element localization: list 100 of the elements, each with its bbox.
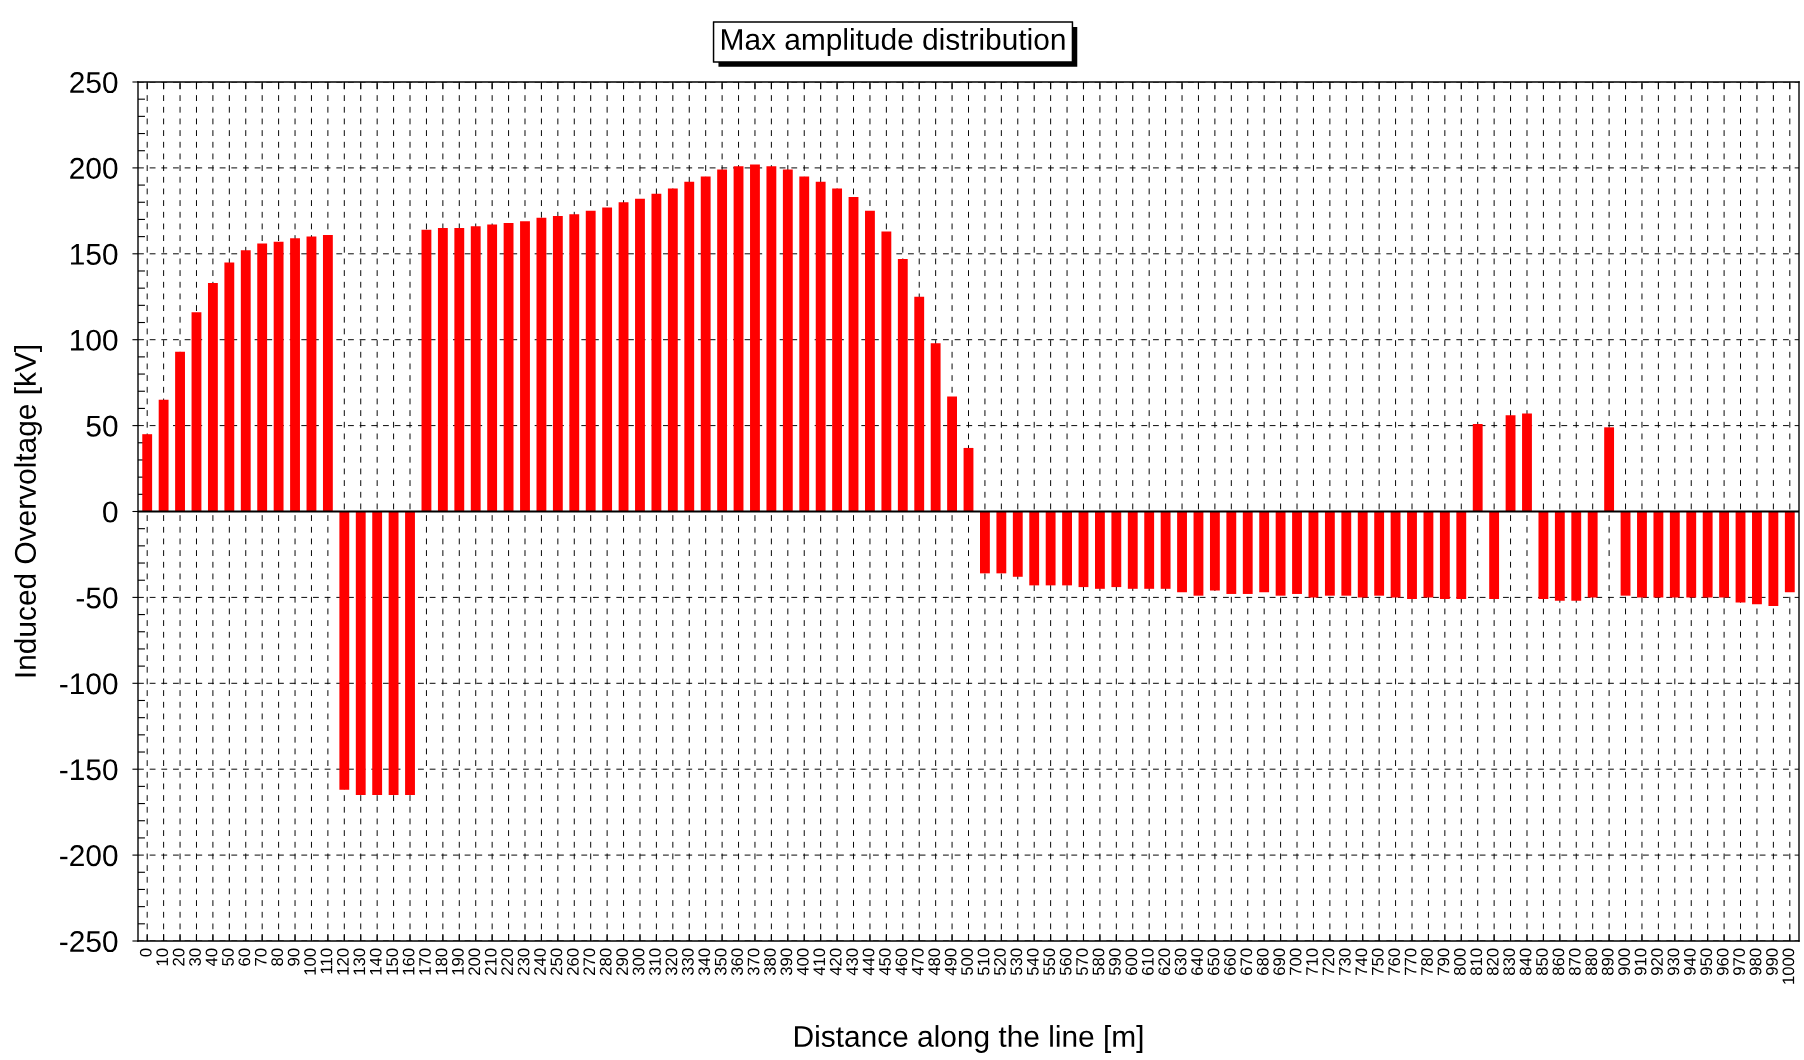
x-tick-label: 830 xyxy=(1503,948,1516,976)
x-tick-label: 330 xyxy=(681,948,694,976)
bar xyxy=(651,193,662,512)
bar xyxy=(1357,511,1368,598)
bar xyxy=(306,236,317,512)
bar xyxy=(487,224,498,512)
x-tick-label: 0 xyxy=(139,948,152,957)
bar xyxy=(454,228,465,512)
x-tick-label: 730 xyxy=(1338,948,1351,975)
x-tick-label: 630 xyxy=(1174,948,1187,975)
x-tick-label: 640 xyxy=(1191,948,1203,975)
x-tick-label: 300 xyxy=(632,948,645,976)
x-tick-label: 550 xyxy=(1043,948,1056,976)
bar xyxy=(1489,511,1500,600)
bar xyxy=(1275,511,1286,596)
x-tick-label: 590 xyxy=(1109,948,1121,976)
bar xyxy=(339,511,350,790)
bar xyxy=(520,221,530,512)
y-tick-label: 0 xyxy=(103,501,118,523)
bar xyxy=(799,176,810,512)
x-tick-label: 670 xyxy=(1240,948,1253,975)
x-tick-label: 680 xyxy=(1256,948,1269,975)
x-tick-label: 610 xyxy=(1141,948,1154,975)
y-tick-label: -150 xyxy=(60,759,118,781)
x-tick-label: 230 xyxy=(517,948,530,975)
bar xyxy=(618,202,629,512)
x-tick-label: 240 xyxy=(534,948,546,975)
bar xyxy=(1012,511,1023,577)
x-tick-label: 400 xyxy=(796,948,809,976)
x-tick-label: 440 xyxy=(862,948,875,976)
bar xyxy=(897,258,908,512)
bar xyxy=(1686,511,1697,598)
bar xyxy=(881,231,892,512)
bar xyxy=(1587,511,1598,598)
x-tick-label: 250 xyxy=(550,948,563,975)
bar xyxy=(1259,511,1270,593)
x-tick-label: 170 xyxy=(419,948,431,975)
bar xyxy=(865,210,875,512)
bar xyxy=(1620,511,1631,596)
x-tick-label: 180 xyxy=(435,948,448,975)
bar xyxy=(142,434,153,512)
x-tick-label: 290 xyxy=(616,948,629,975)
bar xyxy=(1324,511,1335,596)
bar xyxy=(930,343,941,512)
bar xyxy=(766,166,777,512)
y-tick-label: 100 xyxy=(71,329,118,351)
bar xyxy=(684,181,695,512)
x-tick-label: 210 xyxy=(484,948,497,975)
x-tick-label: 40 xyxy=(205,948,218,967)
bar xyxy=(1111,511,1122,588)
bar xyxy=(421,229,432,512)
x-tick-label: 80 xyxy=(271,948,284,966)
x-tick-label: 880 xyxy=(1585,948,1598,976)
x-tick-label: 1000 xyxy=(1782,948,1795,984)
x-tick-label: 580 xyxy=(1092,948,1105,976)
bar xyxy=(355,511,366,795)
x-tick-label: 190 xyxy=(451,948,464,975)
bar xyxy=(388,511,399,795)
bar xyxy=(1669,511,1680,598)
y-tick-label: -100 xyxy=(60,673,118,695)
x-tick-label: 380 xyxy=(764,948,776,976)
x-tick-label: 890 xyxy=(1601,948,1614,976)
bar xyxy=(1308,511,1319,598)
bar xyxy=(503,222,514,512)
x-tick-label: 480 xyxy=(928,948,941,976)
bar xyxy=(914,296,925,512)
bar xyxy=(273,241,284,512)
x-tick-label: 920 xyxy=(1651,948,1663,975)
x-tick-label: 930 xyxy=(1667,948,1680,975)
bar xyxy=(1226,511,1237,594)
x-tick-label: 810 xyxy=(1470,948,1483,976)
bar xyxy=(1094,511,1105,589)
bar xyxy=(1062,511,1072,586)
x-tick-label: 620 xyxy=(1158,948,1171,975)
x-tick-label: 510 xyxy=(977,948,990,976)
bar xyxy=(1604,427,1615,512)
bar xyxy=(1209,511,1220,591)
bar xyxy=(224,262,235,512)
bar xyxy=(175,351,185,512)
bar xyxy=(1439,511,1450,600)
bar xyxy=(1374,511,1385,596)
x-tick-label: 200 xyxy=(468,948,481,975)
bar xyxy=(405,511,415,795)
bar xyxy=(1456,511,1467,600)
x-tick-label: 760 xyxy=(1388,948,1401,975)
x-tick-label: 960 xyxy=(1716,948,1729,975)
x-tick-label: 990 xyxy=(1766,948,1778,975)
x-tick-label: 600 xyxy=(1125,948,1138,975)
bar xyxy=(1719,511,1730,598)
bar xyxy=(1571,511,1582,601)
y-tick-label: -50 xyxy=(76,587,118,609)
bar xyxy=(290,238,300,512)
x-tick-label: 160 xyxy=(402,948,415,975)
bar xyxy=(602,207,613,512)
bar xyxy=(569,214,580,512)
x-tick-label: 650 xyxy=(1207,948,1220,975)
x-tick-label: 800 xyxy=(1453,948,1466,976)
x-tick-label: 270 xyxy=(583,948,596,975)
bar xyxy=(1177,511,1187,593)
bar xyxy=(1505,415,1516,512)
